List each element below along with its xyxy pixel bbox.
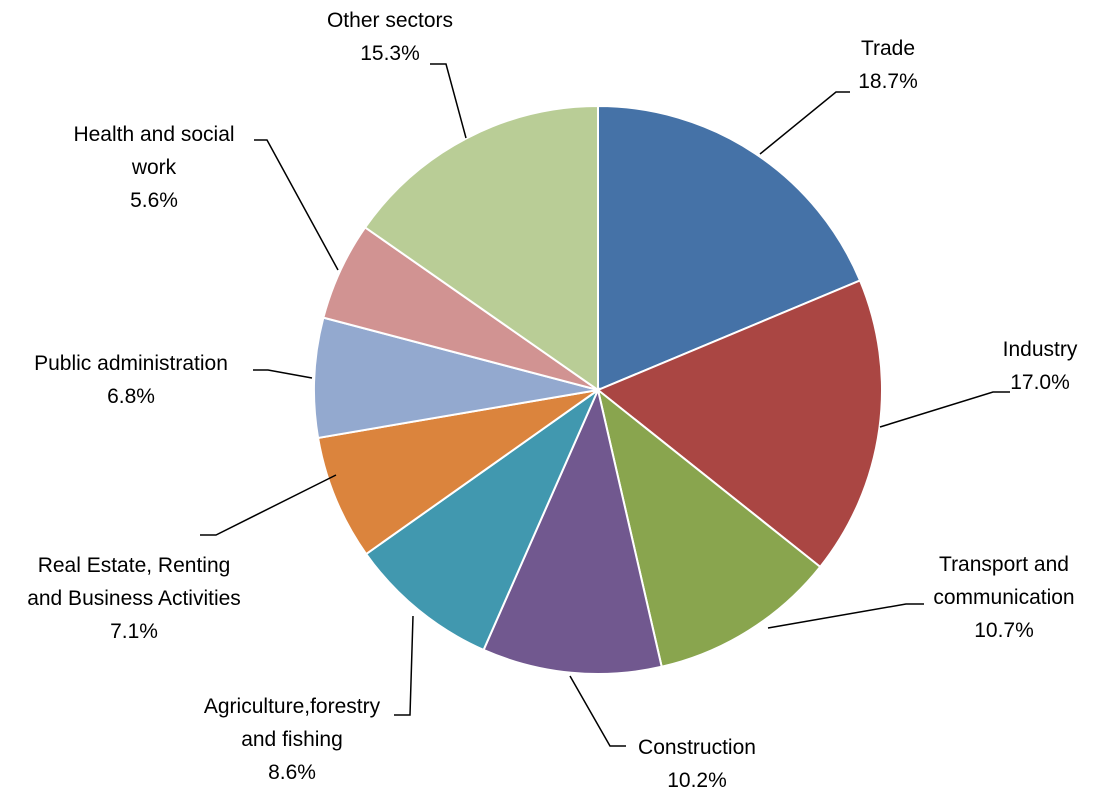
leader-line xyxy=(254,139,339,271)
slice-label: Agriculture,forestry and fishing 8.6% xyxy=(204,695,381,784)
slice-value-label: 6.8% xyxy=(107,385,155,408)
slice-category-label: work xyxy=(131,156,177,179)
leader-line xyxy=(879,391,1010,428)
slice-category-label: Health and social xyxy=(73,123,234,146)
leader-line xyxy=(430,63,467,139)
leader-lines-layer xyxy=(200,63,1010,747)
slice-label: Trade 18.7% xyxy=(858,37,918,93)
slice-category-label: and fishing xyxy=(241,728,343,751)
slice-value-label: 8.6% xyxy=(268,761,316,784)
slice-value-label: 18.7% xyxy=(858,70,918,93)
pie-slice xyxy=(363,104,599,392)
leader-line xyxy=(759,91,850,155)
slice-value-label: 5.6% xyxy=(130,189,178,212)
slice-value-label: 17.0% xyxy=(1010,371,1070,394)
slice-category-label: Real Estate, Renting xyxy=(38,554,231,577)
pie-slice xyxy=(364,387,601,652)
pie-slice xyxy=(597,104,862,392)
leader-line xyxy=(394,615,414,716)
pie-slice xyxy=(316,389,599,556)
pie-slice xyxy=(313,316,599,440)
slice-category-label: Public administration xyxy=(34,352,228,375)
slices-layer xyxy=(313,104,883,675)
slice-category-label: Industry xyxy=(1003,338,1078,361)
leader-line xyxy=(200,474,337,536)
labels-layer: Trade 18.7% Industry 17.0% Transport and comm… xyxy=(27,9,1078,791)
slice-category-label: Other sectors xyxy=(327,9,453,32)
slice-category-label: Construction xyxy=(638,736,756,759)
pie-slice xyxy=(482,386,663,675)
slice-label: Real Estate, Renting and Business Activit… xyxy=(27,554,241,643)
slice-value-label: 10.2% xyxy=(667,769,727,791)
leader-line xyxy=(253,369,313,379)
slice-label: Transport and communication 10.7% xyxy=(933,553,1074,642)
slice-label: Public administration 6.8% xyxy=(34,352,228,408)
pie-slice xyxy=(596,279,883,569)
slice-category-label: Transport and xyxy=(939,553,1069,576)
slice-value-label: 7.1% xyxy=(110,620,158,643)
slice-label: Other sectors 15.3% xyxy=(327,9,453,65)
slice-value-label: 10.7% xyxy=(974,619,1034,642)
pie-slice xyxy=(596,387,822,668)
slice-category-label: Trade xyxy=(861,37,915,60)
slice-category-label: Agriculture,forestry xyxy=(204,695,381,718)
slice-label: Construction 10.2% xyxy=(638,736,756,791)
slice-value-label: 15.3% xyxy=(360,42,420,65)
leader-line xyxy=(767,603,924,629)
leader-line xyxy=(569,675,626,747)
slice-label: Industry 17.0% xyxy=(1003,338,1078,394)
slice-category-label: communication xyxy=(933,586,1074,609)
slice-label: Health and social work 5.6% xyxy=(73,123,234,212)
slice-category-label: and Business Activities xyxy=(27,587,241,610)
